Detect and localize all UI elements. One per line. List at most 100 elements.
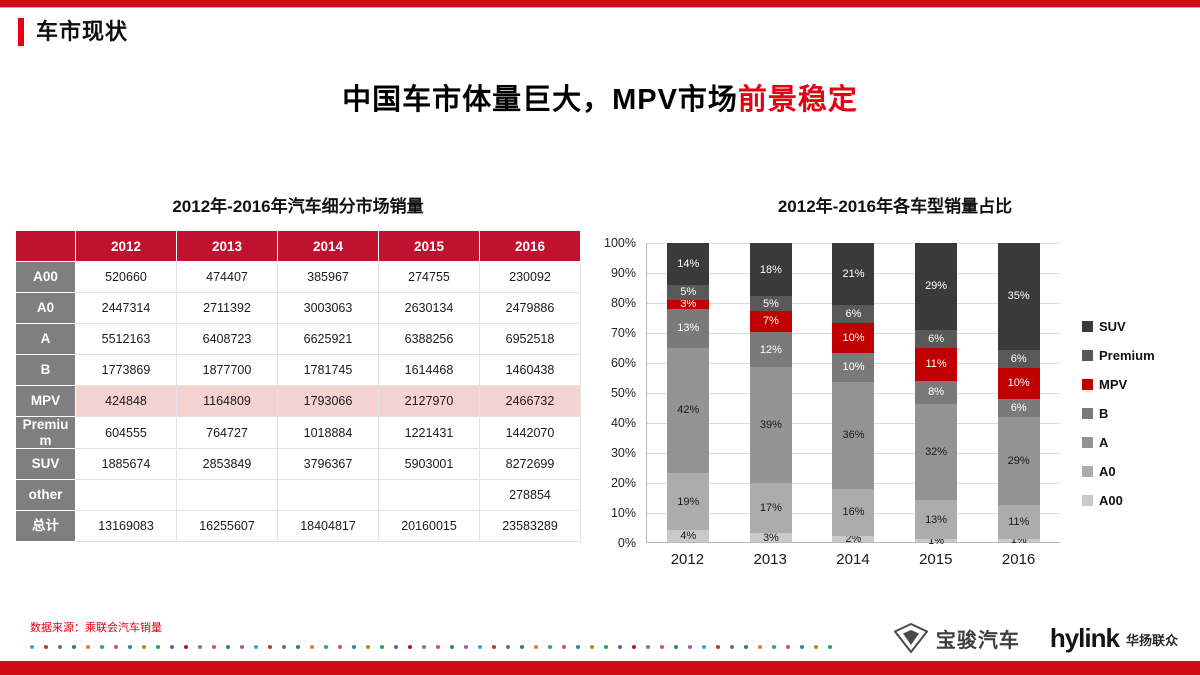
table-cell: 3796367 <box>277 448 379 481</box>
table-cell: 1614468 <box>378 354 480 386</box>
dot <box>828 645 832 649</box>
table-cell: 6408723 <box>176 323 278 355</box>
table-row: 总计 13169083 16255607 18404817 20160015 235832… <box>15 510 581 543</box>
bar-segment-premium: 6% <box>832 305 875 323</box>
y-tick: 10% <box>610 506 636 520</box>
legend-item-premium: Premium <box>1082 348 1155 363</box>
table-cell: 1793066 <box>277 385 379 417</box>
table-cell: 1442070 <box>479 415 581 450</box>
dot <box>142 645 146 649</box>
hylink-logo: hylink 华扬联众 <box>1050 625 1178 651</box>
table-cell: 274755 <box>378 261 480 293</box>
x-label: 2012 <box>670 551 705 568</box>
bar-segment-premium: 6% <box>915 329 958 348</box>
dot <box>800 645 804 649</box>
segment-label: 13% <box>925 513 948 526</box>
dot <box>394 645 398 649</box>
dot <box>604 645 608 649</box>
column-header: 2014 <box>277 230 379 262</box>
bar-segment-b: 12% <box>749 331 792 368</box>
segment-label: 14% <box>677 257 700 270</box>
dot <box>338 645 342 649</box>
dot <box>170 645 174 649</box>
table-row: SUV 1885674 2853849 3796367 5903001 8272699 <box>15 448 581 481</box>
bar-2015: 1% 13% 32% 8% 11% 6% 29% <box>915 243 958 547</box>
table-cell: 16255607 <box>176 510 278 543</box>
row-label: A00 <box>15 261 76 293</box>
table-cell: 5903001 <box>378 448 480 481</box>
segment-label: 6% <box>928 332 945 345</box>
bar-segment-mpv: 7% <box>749 311 792 332</box>
table-cell: 278854 <box>479 479 581 512</box>
segment-label: 42% <box>677 404 700 417</box>
x-label: 2016 <box>1001 551 1036 568</box>
table-cell: 764727 <box>176 415 278 450</box>
bar-2013: 3% 17% 39% 12% 7% 5% 18% <box>749 243 792 544</box>
dot <box>436 645 440 649</box>
segment-label: 29% <box>925 280 948 293</box>
top-accent-bar <box>0 0 1200 7</box>
legend-swatch <box>1082 466 1093 477</box>
dot <box>744 645 748 649</box>
baojun-logo-text: 宝骏汽车 <box>935 629 1020 652</box>
legend-swatch <box>1082 437 1093 448</box>
dot <box>618 645 622 649</box>
bar-segment-premium: 6% <box>997 349 1040 369</box>
legend-swatch <box>1082 379 1093 390</box>
dot <box>86 645 90 649</box>
decorative-dots <box>30 645 832 649</box>
bar-segment-mpv: 3% <box>667 298 710 310</box>
bar-segment-b: 13% <box>667 308 710 348</box>
row-label: A <box>15 323 76 355</box>
legend-label: A00 <box>1099 493 1123 508</box>
section-label: 车市现状 <box>18 18 128 46</box>
table-title: 2012年-2016年汽车细分市场销量 <box>172 197 424 216</box>
dot <box>254 645 258 649</box>
bar-segment-a0: 19% <box>667 473 710 531</box>
bar-segment-suv: 14% <box>667 243 710 285</box>
segment-label: 17% <box>759 501 782 514</box>
y-tick: 0% <box>617 536 636 550</box>
dot <box>730 645 734 649</box>
dot <box>772 645 776 649</box>
table-cell <box>176 479 278 512</box>
segment-label: 3% <box>762 531 779 544</box>
dot <box>58 645 62 649</box>
page-title: 中国车市体量巨大，MPV市场前景稳定 <box>0 76 1200 118</box>
bar-segment-a00: 1% <box>915 535 958 547</box>
bar-segment-a00: 1% <box>997 534 1040 546</box>
title-text: 中国车市体量巨大，MPV市场 <box>342 84 738 116</box>
table-cell: 1885674 <box>75 448 177 481</box>
dot <box>548 645 552 649</box>
row-label: A0 <box>15 292 76 324</box>
column-header: 2015 <box>378 230 480 262</box>
segment-label: 6% <box>1010 352 1027 365</box>
bar-segment-a: 32% <box>915 404 958 501</box>
column-header: 2012 <box>75 230 177 262</box>
segment-label: 7% <box>762 315 779 328</box>
bottom-accent-bar <box>0 661 1200 675</box>
legend-swatch <box>1082 495 1093 506</box>
legend-item-b: B <box>1082 406 1155 421</box>
table-cell: 424848 <box>75 385 177 417</box>
dot <box>352 645 356 649</box>
dot <box>226 645 230 649</box>
legend-item-a0: A0 <box>1082 464 1155 479</box>
dot <box>786 645 790 649</box>
dot <box>478 645 482 649</box>
bar-segment-a0: 11% <box>997 505 1040 539</box>
table-cell: 2630134 <box>378 292 480 324</box>
dot <box>716 645 720 649</box>
dot <box>492 645 496 649</box>
table-cell <box>75 479 177 512</box>
bar-segment-a: 29% <box>997 416 1040 506</box>
dot <box>674 645 678 649</box>
table-cell: 2127970 <box>378 385 480 417</box>
dot <box>72 645 76 649</box>
dot <box>814 645 818 649</box>
table-cell: 474407 <box>176 261 278 293</box>
dot <box>632 645 636 649</box>
bar-segment-b: 8% <box>915 380 958 405</box>
table-row: A 5512163 6408723 6625921 6388256 6952518 <box>15 323 581 355</box>
table-row: A0 2447314 2711392 3003063 2630134 2479886 <box>15 292 581 324</box>
